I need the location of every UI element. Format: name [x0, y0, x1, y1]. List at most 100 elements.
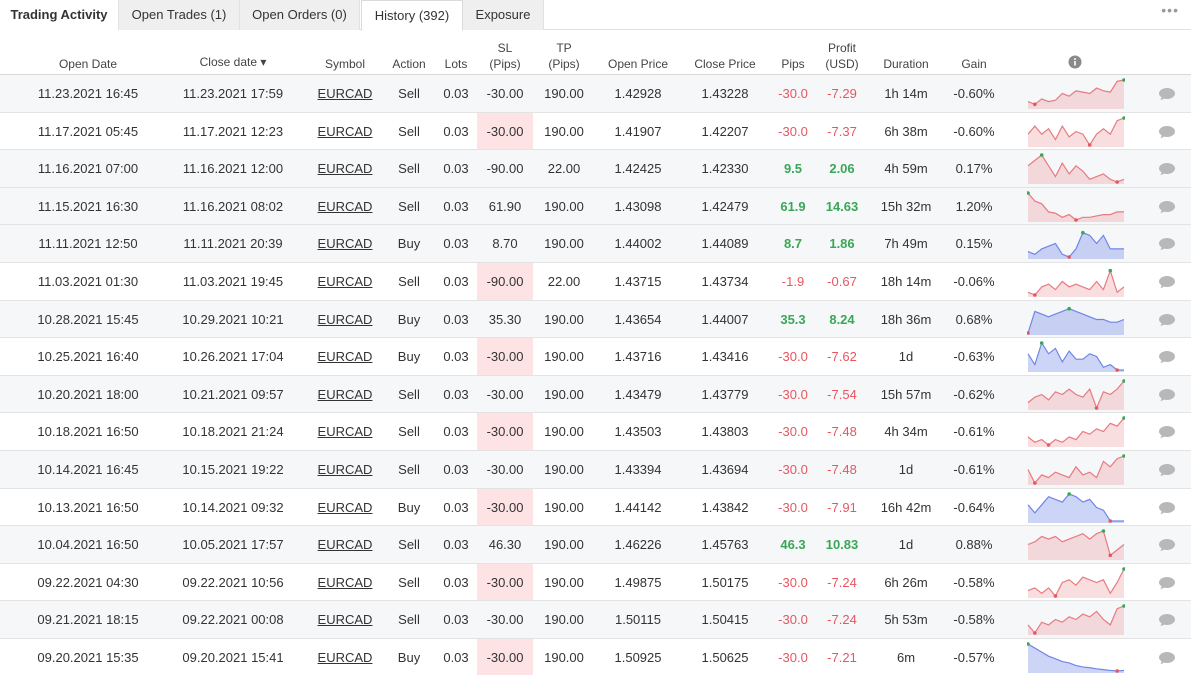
lots-cell: 0.03: [443, 236, 469, 252]
lots-cell: 0.03: [443, 537, 469, 553]
more-options-icon[interactable]: •••: [1161, 2, 1179, 18]
trade-sparkline: [1027, 604, 1125, 636]
tab-open-trades[interactable]: Open Trades (1): [119, 0, 240, 30]
table-row[interactable]: 10.25.2021 16:40 10.26.2021 17:04 EURCAD Bu…: [0, 338, 1191, 376]
col-action[interactable]: Action: [392, 57, 426, 71]
gain-cell: -0.64%: [953, 499, 995, 515]
profit-cell: -7.48: [827, 424, 857, 440]
col-duration[interactable]: Duration: [883, 57, 929, 71]
pips-cell: -30.0: [778, 499, 808, 515]
comment-icon[interactable]: [1158, 425, 1176, 439]
col-profit[interactable]: Profit (USD): [816, 40, 868, 72]
pips-cell: 35.3: [780, 311, 806, 327]
col-close-price[interactable]: Close Price: [694, 57, 756, 71]
comment-icon[interactable]: [1158, 275, 1176, 289]
gain-cell: 0.68%: [955, 311, 993, 327]
sl-cell: -30.00: [486, 123, 524, 139]
table-row[interactable]: 09.20.2021 15:35 09.20.2021 15:41 EURCAD Bu…: [0, 639, 1191, 675]
gain-cell: 1.20%: [955, 198, 993, 214]
symbol-link[interactable]: EURCAD: [317, 424, 373, 440]
comment-icon[interactable]: [1158, 388, 1176, 402]
open-date-cell: 11.17.2021 05:45: [37, 123, 139, 139]
col-gain[interactable]: Gain: [961, 57, 987, 71]
table-row[interactable]: 09.22.2021 04:30 09.22.2021 10:56 EURCAD Se…: [0, 564, 1191, 602]
table-row[interactable]: 10.13.2021 16:50 10.14.2021 09:32 EURCAD Bu…: [0, 489, 1191, 527]
comment-icon[interactable]: [1158, 463, 1176, 477]
col-open-price[interactable]: Open Price: [607, 57, 669, 71]
gain-cell: -0.61%: [953, 462, 995, 477]
tp-cell: 22.00: [547, 161, 581, 177]
duration-cell: 6m: [896, 650, 916, 665]
symbol-link[interactable]: EURCAD: [317, 499, 373, 515]
comment-icon[interactable]: [1158, 613, 1176, 627]
symbol-link[interactable]: EURCAD: [317, 236, 373, 252]
tab-history[interactable]: History (392): [361, 0, 463, 31]
comment-icon[interactable]: [1158, 87, 1176, 101]
symbol-link[interactable]: EURCAD: [317, 161, 373, 177]
col-symbol[interactable]: Symbol: [324, 57, 365, 71]
symbol-link[interactable]: EURCAD: [317, 349, 373, 365]
table-row[interactable]: 10.14.2021 16:45 10.15.2021 19:22 EURCAD Se…: [0, 451, 1191, 489]
symbol-link[interactable]: EURCAD: [317, 86, 373, 101]
table-row[interactable]: 10.20.2021 18:00 10.21.2021 09:57 EURCAD Se…: [0, 375, 1191, 414]
open-date-cell: 11.03.2021 01:30: [37, 274, 139, 289]
col-sl[interactable]: SL (Pips): [477, 40, 533, 72]
table-row[interactable]: 11.15.2021 16:30 11.16.2021 08:02 EURCAD Se…: [0, 187, 1191, 226]
table-row[interactable]: 09.21.2021 18:15 09.22.2021 00:08 EURCAD Se…: [0, 601, 1191, 639]
tab-exposure[interactable]: Exposure: [463, 0, 544, 30]
pips-cell: 8.7: [783, 236, 803, 252]
tab-open-orders[interactable]: Open Orders (0): [240, 0, 360, 30]
gain-cell: -0.61%: [953, 424, 995, 440]
close-date-cell: 09.22.2021 00:08: [182, 612, 284, 628]
comment-icon[interactable]: [1158, 200, 1176, 214]
open-price-cell: 1.50115: [614, 612, 662, 628]
action-cell: Sell: [398, 86, 420, 101]
comment-icon[interactable]: [1158, 576, 1176, 590]
symbol-link[interactable]: EURCAD: [317, 311, 373, 327]
comment-icon[interactable]: [1158, 538, 1176, 552]
lots-cell: 0.03: [443, 612, 469, 628]
col-pips[interactable]: Pips: [781, 57, 805, 71]
tab-trading-activity[interactable]: Trading Activity: [0, 0, 119, 30]
comment-icon[interactable]: [1158, 162, 1176, 176]
open-date-cell: 09.21.2021 18:15: [37, 612, 139, 628]
symbol-link[interactable]: EURCAD: [317, 462, 373, 477]
table-row[interactable]: 11.23.2021 16:45 11.23.2021 17:59 EURCAD Se…: [0, 75, 1191, 113]
action-cell: Sell: [398, 462, 420, 477]
table-row[interactable]: 11.16.2021 07:00 11.16.2021 12:00 EURCAD Se…: [0, 150, 1191, 188]
open-price-cell: 1.50925: [614, 650, 662, 665]
col-tp-line1: TP: [556, 41, 572, 55]
close-price-cell: 1.44089: [701, 236, 749, 252]
comment-icon[interactable]: [1158, 125, 1176, 139]
action-cell: Buy: [397, 650, 421, 665]
comment-icon[interactable]: [1158, 350, 1176, 364]
duration-cell: 16h 42m: [880, 499, 932, 515]
table-row[interactable]: 11.17.2021 05:45 11.17.2021 12:23 EURCAD Se…: [0, 113, 1191, 151]
symbol-link[interactable]: EURCAD: [317, 537, 373, 553]
table-row[interactable]: 10.28.2021 15:45 10.29.2021 10:21 EURCAD Bu…: [0, 300, 1191, 339]
col-lots[interactable]: Lots: [444, 57, 468, 71]
symbol-link[interactable]: EURCAD: [317, 612, 373, 628]
table-row[interactable]: 10.04.2021 16:50 10.05.2021 17:57 EURCAD Se…: [0, 526, 1191, 564]
comment-icon[interactable]: [1158, 237, 1176, 251]
table-row[interactable]: 10.18.2021 16:50 10.18.2021 21:24 EURCAD Se…: [0, 413, 1191, 451]
symbol-link[interactable]: EURCAD: [317, 198, 373, 214]
table-row[interactable]: 11.03.2021 01:30 11.03.2021 19:45 EURCAD Se…: [0, 263, 1191, 301]
col-profit-line1: Profit: [827, 41, 856, 55]
col-close-date[interactable]: Close date ▾: [199, 55, 267, 69]
comment-icon[interactable]: [1158, 501, 1176, 515]
comment-icon[interactable]: [1158, 313, 1176, 327]
comment-icon[interactable]: [1158, 651, 1176, 665]
symbol-link[interactable]: EURCAD: [317, 574, 373, 590]
table-row[interactable]: 11.11.2021 12:50 11.11.2021 20:39 EURCAD Bu…: [0, 225, 1191, 263]
symbol-link[interactable]: EURCAD: [317, 650, 373, 665]
info-icon[interactable]: [1068, 55, 1082, 69]
symbol-link[interactable]: EURCAD: [317, 274, 373, 289]
action-cell: Sell: [398, 274, 420, 289]
symbol-link[interactable]: EURCAD: [317, 123, 373, 139]
col-tp[interactable]: TP (Pips): [536, 40, 592, 72]
col-open-date[interactable]: Open Date: [58, 57, 118, 71]
sl-cell: -30.00: [486, 86, 524, 101]
symbol-link[interactable]: EURCAD: [317, 386, 373, 402]
trade-sparkline: [1027, 416, 1125, 448]
